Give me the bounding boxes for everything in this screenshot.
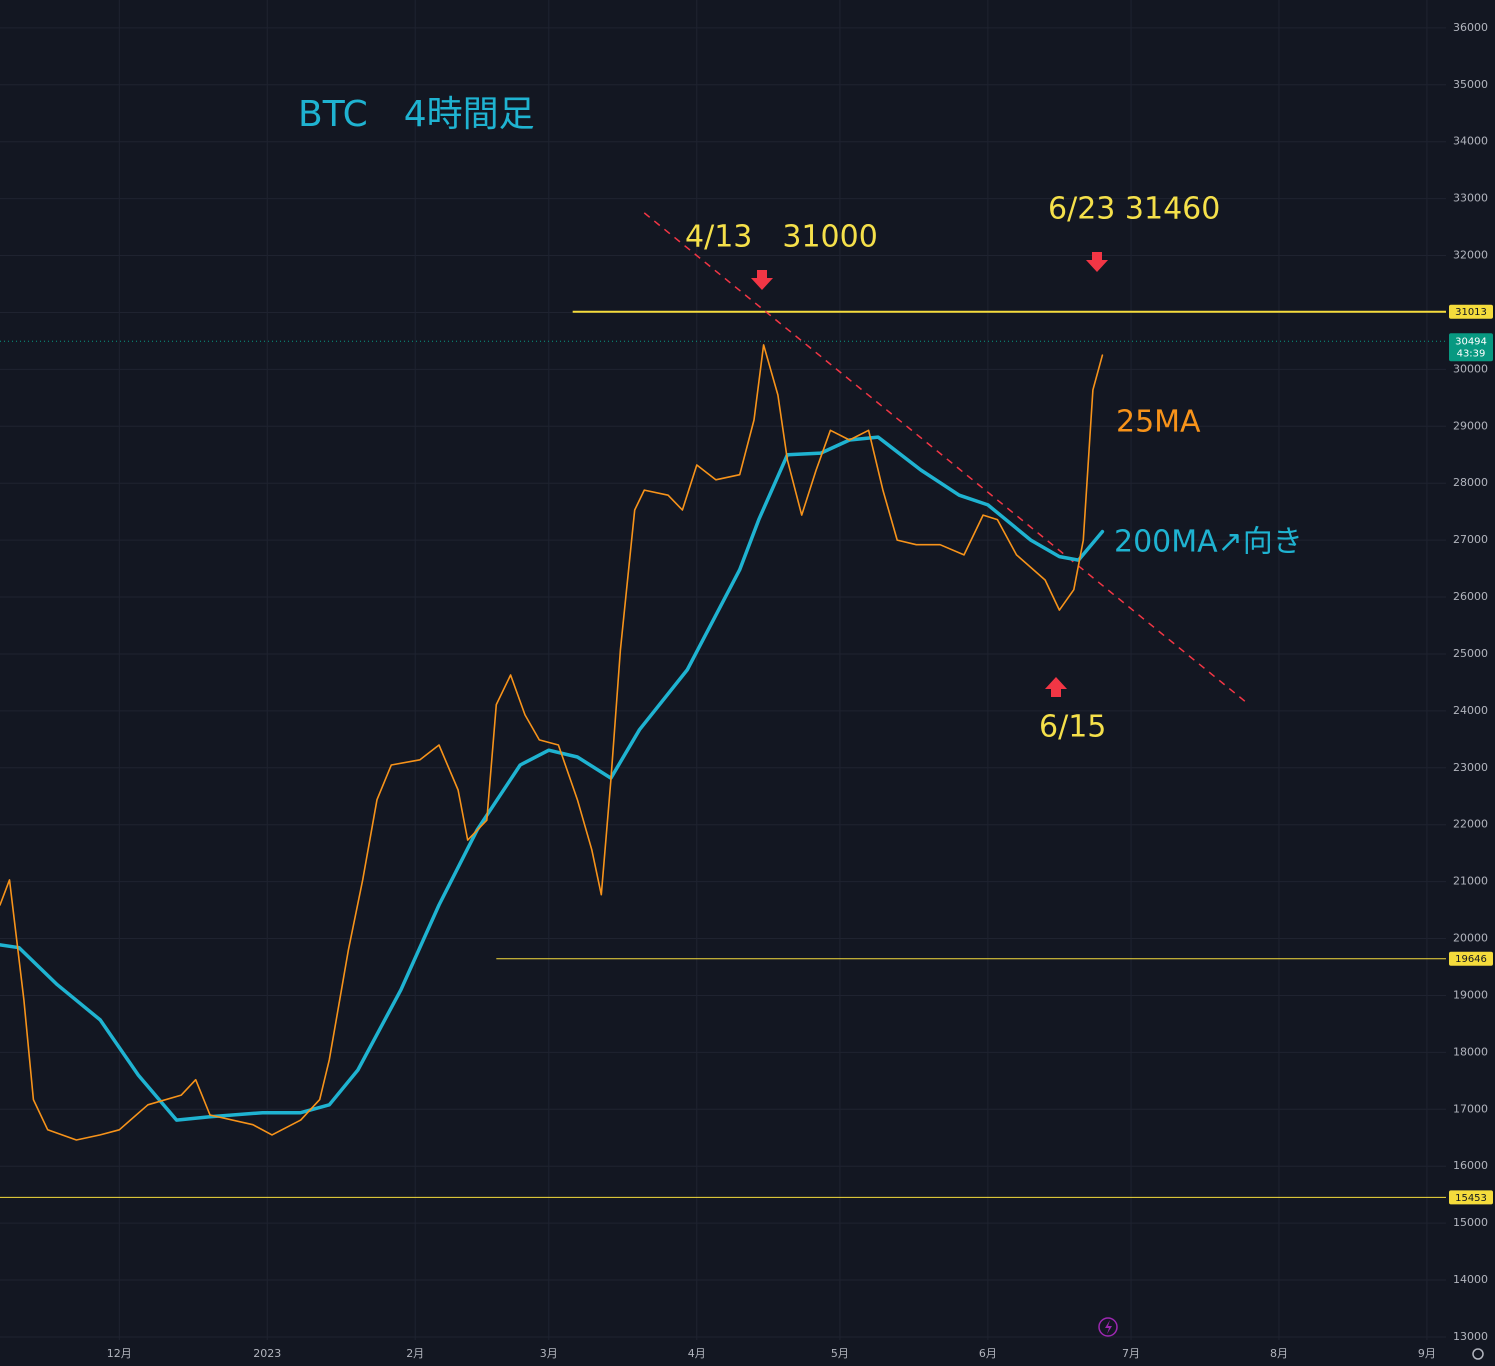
settings-icon[interactable] — [1472, 1348, 1484, 1360]
level-label-box — [1449, 304, 1493, 319]
y-tick-label: 18000 — [1453, 1045, 1488, 1058]
y-tick-label: 34000 — [1453, 135, 1488, 148]
y-tick-label: 35000 — [1453, 78, 1488, 91]
icon — [1098, 1317, 1118, 1337]
icon — [1105, 1320, 1112, 1334]
level-label-box — [1449, 951, 1493, 966]
annotation: 200MA↗向き — [1114, 525, 1303, 560]
annotation: 4/13 31000 — [685, 220, 878, 255]
level-label: 19646 — [1455, 954, 1487, 965]
price-label-box — [1449, 333, 1493, 362]
annotation: 25MA — [1116, 405, 1201, 440]
level-label-box — [1449, 1190, 1493, 1205]
x-tick-label: 5月 — [831, 1347, 849, 1360]
y-tick-label: 32000 — [1453, 249, 1488, 262]
y-tick-label: 20000 — [1453, 932, 1488, 945]
x-tick-label: 6月 — [979, 1347, 997, 1360]
x-tick-label: 12月 — [107, 1347, 132, 1360]
ma-line — [0, 344, 1104, 1141]
x-tick-label: 2月 — [406, 1347, 424, 1360]
ma-line — [0, 435, 1105, 1122]
y-tick-label: 16000 — [1453, 1159, 1488, 1172]
y-tick-label: 15000 — [1453, 1216, 1488, 1229]
level-label: 31013 — [1455, 307, 1487, 318]
y-tick-label: 25000 — [1453, 647, 1488, 660]
price-label: 30494 — [1455, 336, 1487, 347]
y-tick-label: 29000 — [1453, 419, 1488, 432]
grid — [0, 0, 1446, 1340]
x-tick-label: 2023 — [253, 1347, 281, 1360]
y-tick-label: 23000 — [1453, 761, 1488, 774]
arrow-down — [1086, 252, 1108, 272]
y-tick-label: 33000 — [1453, 192, 1488, 205]
y-tick-label: 27000 — [1453, 533, 1488, 546]
y-tick-label: 28000 — [1453, 476, 1488, 489]
y-tick-label: 14000 — [1453, 1273, 1488, 1286]
annotation: 6/23 31460 — [1048, 192, 1220, 227]
y-tick-label: 19000 — [1453, 988, 1488, 1001]
y-tick-label: 24000 — [1453, 704, 1488, 717]
x-tick-label: 3月 — [540, 1347, 558, 1360]
arrow-up — [1045, 677, 1067, 697]
annotation: 6/15 — [1039, 710, 1106, 745]
y-tick-label: 22000 — [1453, 818, 1488, 831]
y-tick-label: 30000 — [1453, 362, 1488, 375]
plot — [0, 212, 1446, 1198]
y-tick-label: 36000 — [1453, 21, 1488, 34]
x-tick-label: 9月 — [1418, 1347, 1436, 1360]
x-tick-label: 8月 — [1270, 1347, 1288, 1360]
level-label: 15453 — [1455, 1193, 1487, 1204]
arrow-down — [751, 270, 773, 290]
price-countdown: 43:39 — [1457, 348, 1486, 359]
y-tick-label: 26000 — [1453, 590, 1488, 603]
y-tick-label: 13000 — [1453, 1330, 1488, 1343]
y-tick-label: 17000 — [1453, 1102, 1488, 1115]
y-tick-label: 21000 — [1453, 875, 1488, 888]
x-tick-label: 7月 — [1122, 1347, 1140, 1360]
chart-title: BTC 4時間足 — [298, 94, 535, 135]
x-tick-label: 4月 — [688, 1347, 706, 1360]
